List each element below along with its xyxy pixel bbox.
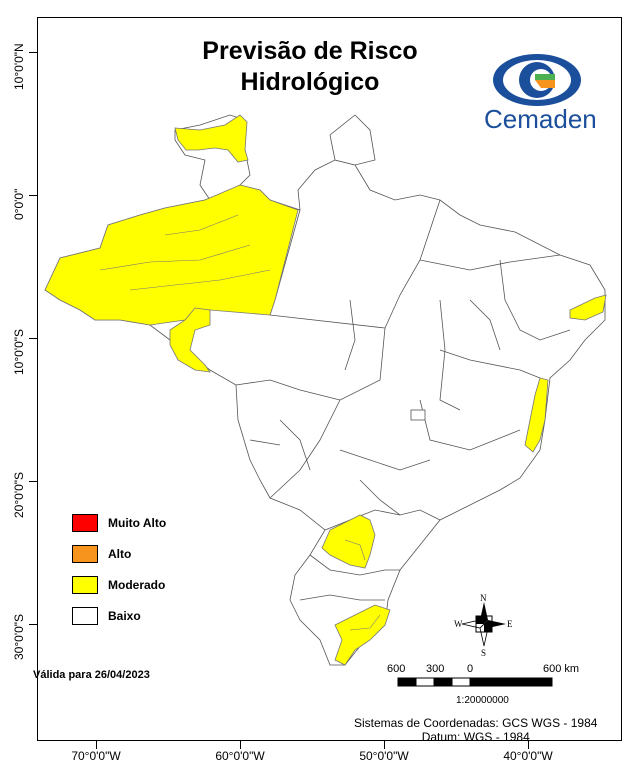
amapa-region — [329, 114, 376, 166]
moderado-bahia-coast — [524, 377, 549, 453]
compass-e: E — [507, 619, 513, 629]
legend-item-baixo: Baixo — [72, 600, 166, 631]
legend-swatch — [72, 606, 98, 625]
map-frame — [37, 17, 622, 741]
legend-label: Muito Alto — [108, 515, 167, 530]
compass-n: N — [480, 593, 487, 603]
moderado-amazonas — [44, 184, 299, 326]
scale-bar — [397, 677, 553, 687]
validity-date: Válida para 26/04/2023 — [33, 669, 150, 681]
cemaden-logo-mark — [493, 54, 581, 106]
y-tick — [29, 481, 37, 482]
y-tick — [29, 52, 37, 53]
legend-label: Baixo — [108, 608, 141, 623]
crs-line-2: Datum: WGS - 1984 — [421, 730, 530, 744]
moderado-parana — [321, 514, 376, 569]
x-label: 50°0'0"W — [359, 749, 409, 763]
y-tick — [29, 624, 37, 625]
legend-label: Alto — [108, 546, 132, 561]
legend-swatch — [72, 513, 98, 532]
x-tick — [528, 741, 529, 749]
scale-label: 600 — [387, 663, 406, 675]
scale-label: 0 — [467, 663, 474, 675]
compass-w: W — [454, 619, 463, 629]
crs-line-1: Sistemas de Coordenadas: GCS WGS - 1984 — [354, 716, 598, 730]
x-tick — [96, 741, 97, 749]
y-tick — [29, 338, 37, 339]
x-tick — [240, 741, 241, 749]
legend-item-alto: Alto — [72, 538, 166, 569]
y-tick — [29, 195, 37, 196]
scale-label: 300 — [426, 663, 445, 675]
moderado-paraiba — [569, 294, 607, 321]
legend-swatch — [72, 575, 98, 594]
legend-item-muito-alto: Muito Alto — [72, 507, 166, 538]
legend-item-moderado: Moderado — [72, 569, 166, 600]
moderado-roraima — [174, 114, 249, 163]
x-label: 70°0'0"W — [71, 749, 121, 763]
scale-ratio: 1:20000000 — [456, 695, 509, 706]
title-line-2: Hidrológico — [240, 68, 380, 96]
x-label: 40°0'0"W — [503, 749, 553, 763]
title-line-1: Previsão de Risco — [202, 37, 418, 65]
legend: Muito Alto Alto Moderado Baixo — [72, 507, 166, 631]
moderado-acre-rondonia — [169, 307, 211, 373]
coordinate-system: Sistemas de Coordenadas: GCS WGS - 1984 … — [354, 716, 597, 744]
legend-label: Moderado — [108, 577, 166, 592]
legend-swatch — [72, 544, 98, 563]
x-label: 60°0'0"W — [215, 749, 265, 763]
scale-label: 600 km — [543, 663, 580, 675]
x-tick — [384, 741, 385, 749]
cemaden-logo-text: Cemaden — [484, 104, 597, 134]
compass-rose — [461, 602, 506, 647]
map-title: Previsão de Risco Hidrológico — [110, 36, 510, 98]
compass-s: S — [481, 648, 487, 658]
